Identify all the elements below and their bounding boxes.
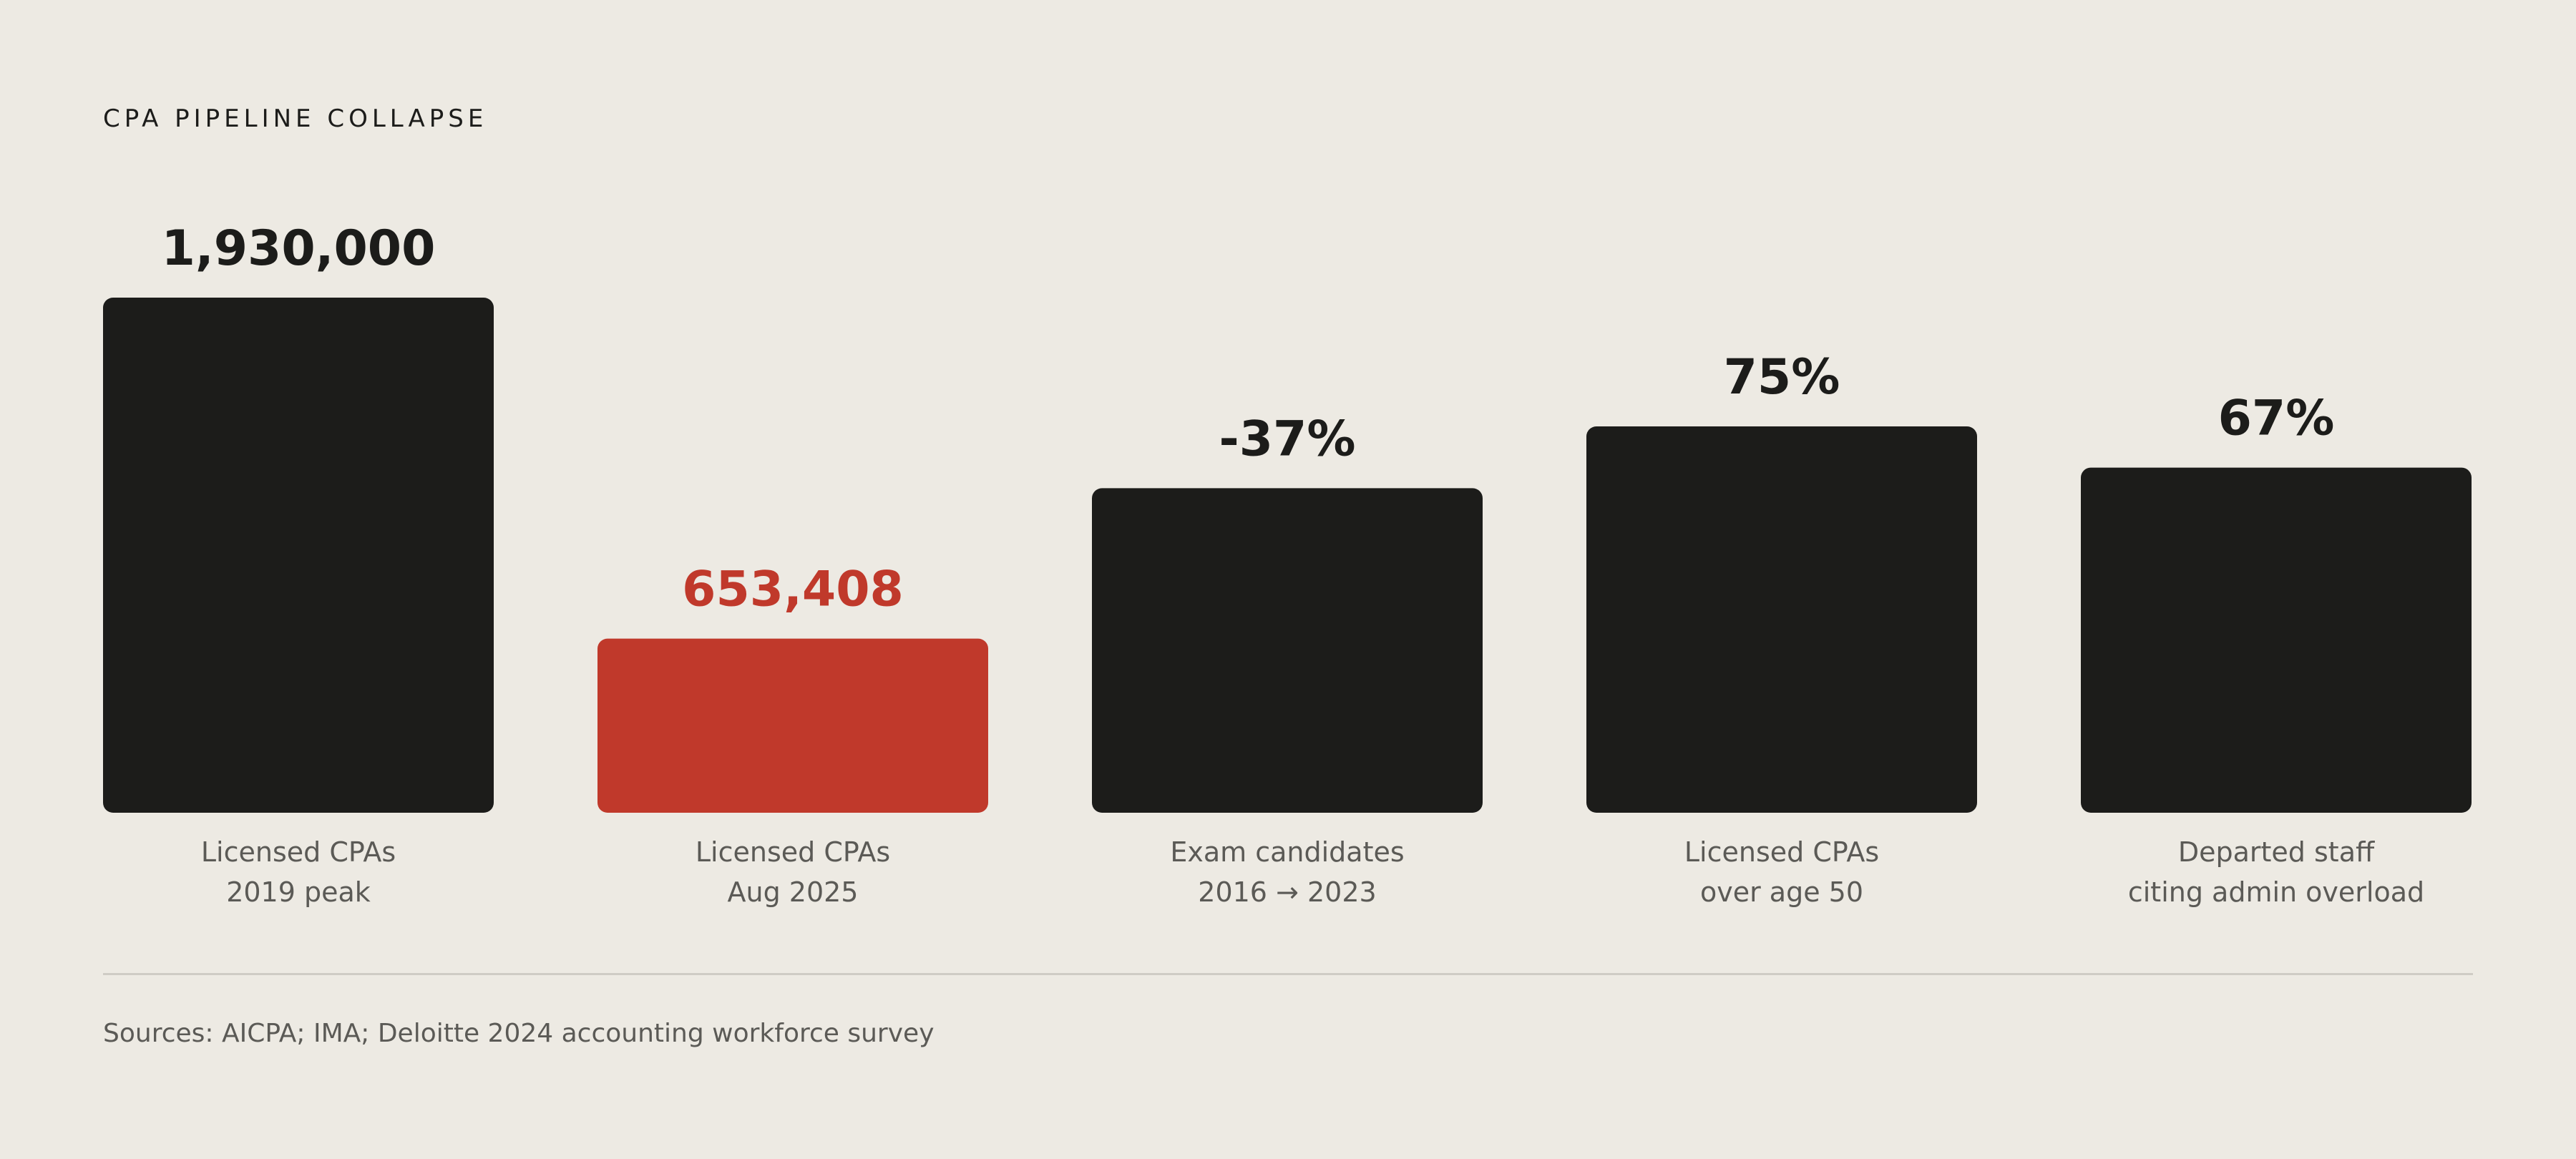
category-label-2-line-2: Aug 2025 <box>728 876 859 908</box>
category-label-5-line-1: Departed staff <box>2178 836 2375 868</box>
category-label-4-line-2: over age 50 <box>1700 876 1863 908</box>
category-label-3-line-1: Exam candidates <box>1170 836 1404 868</box>
bar-5 <box>2081 467 2472 813</box>
bar-value-label-4: 75% <box>1724 349 1840 406</box>
bar-value-label-3: -37% <box>1219 411 1356 467</box>
bar-chart: 1,930,000 Licensed CPAs 2019 peak 653,408 Li… <box>103 220 2472 908</box>
category-label-2-line-1: Licensed CPAs <box>696 836 890 868</box>
chart-title: CPA PIPELINE COLLAPSE <box>103 104 488 133</box>
bar-value-label-5: 67% <box>2218 391 2335 447</box>
category-label-4-line-1: Licensed CPAs <box>1684 836 1879 868</box>
bar-1 <box>103 298 494 813</box>
bar-value-label-2: 653,408 <box>682 562 904 618</box>
sources-note: Sources: AICPA; IMA; Deloitte 2024 accou… <box>103 1019 935 1048</box>
bar-value-label-1: 1,930,000 <box>162 220 436 277</box>
bar-4 <box>1586 426 1977 813</box>
category-label-5-line-2: citing admin overload <box>2128 876 2424 908</box>
category-label-1-line-2: 2019 peak <box>226 876 371 908</box>
bar-3 <box>1092 488 1483 813</box>
category-label-3-line-2: 2016 → 2023 <box>1198 876 1376 908</box>
divider <box>103 973 2473 975</box>
bar-2 <box>597 638 988 813</box>
category-label-1-line-1: Licensed CPAs <box>201 836 396 868</box>
